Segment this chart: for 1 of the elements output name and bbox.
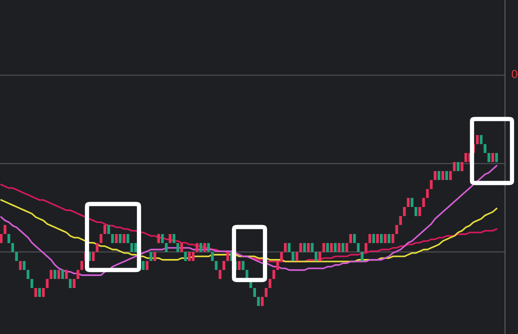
text: 0 (512, 70, 518, 78)
